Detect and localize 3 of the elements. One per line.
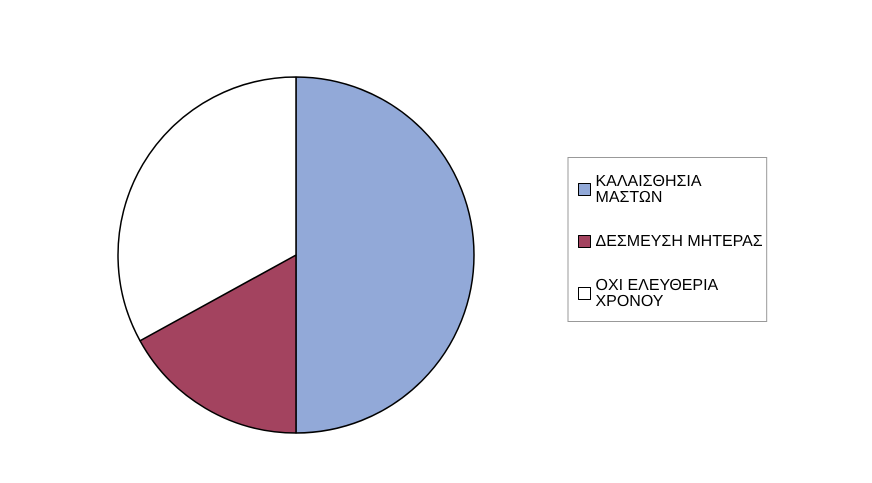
legend-label: ΚΑΛΑΙΣΘΗΣΙΑ ΜΑΣΤΩΝ — [596, 173, 706, 206]
legend-label: ΟΧΙ ΕΛΕΥΘΕΡΙΑ ΧΡΟΝΟΥ — [596, 277, 722, 310]
legend-label: ΔΕΣΜΕΥΣΗ ΜΗΤΕΡΑΣ — [596, 233, 763, 250]
